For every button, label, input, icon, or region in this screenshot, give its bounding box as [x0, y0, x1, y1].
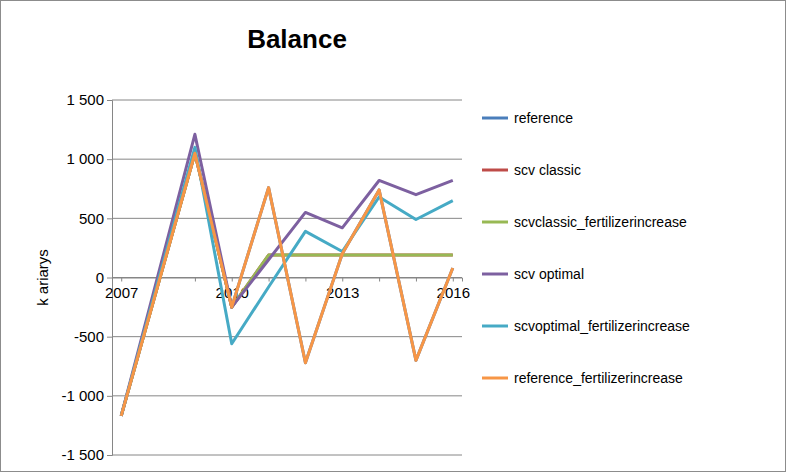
series-line	[121, 153, 453, 416]
y-tick-mark	[107, 159, 112, 160]
legend-swatch	[482, 169, 508, 172]
x-tick-mark	[121, 278, 122, 282]
grid-line	[112, 159, 462, 160]
x-tick: 2007	[105, 278, 138, 302]
legend-swatch	[482, 325, 508, 328]
series-line	[121, 153, 453, 416]
y-tick-mark	[107, 455, 112, 456]
x-tick-mark	[453, 278, 454, 282]
series-line	[121, 153, 453, 416]
x-tick-mark	[195, 278, 196, 282]
x-tick-label: 2007	[105, 284, 138, 301]
plot-area	[121, 134, 453, 416]
y-tick: 500	[79, 210, 112, 227]
x-tick	[416, 278, 417, 282]
grid	[112, 100, 462, 455]
y-tick-label: 500	[79, 210, 104, 227]
y-tick-label: -1 500	[61, 446, 104, 463]
legend: reference scv classic scvclassic_fertilize…	[482, 110, 690, 386]
x-tick-mark	[342, 278, 343, 282]
legend-label: scvclassic_fertilizerincrease	[514, 214, 687, 230]
y-tick-mark	[107, 396, 112, 397]
y-axis-line	[107, 101, 113, 456]
x-tick-mark	[232, 278, 233, 282]
x-tick-mark	[379, 278, 380, 282]
y-tick-mark	[107, 337, 112, 338]
y-tick-mark	[107, 218, 112, 219]
y-tick: 1 000	[66, 150, 112, 167]
x-tick	[305, 278, 306, 282]
y-tick-label: -500	[74, 328, 104, 345]
series-line	[121, 153, 453, 416]
legend-label: reference_fertilizerincrease	[514, 370, 683, 386]
grid-line	[112, 455, 462, 456]
y-axis: -1 500 -1 000 -500 0 500 1 000 1 500	[61, 91, 112, 463]
chart: Balance -1 500 -1 000 -500 0 500 1 000 1 500 k a…	[0, 0, 786, 472]
legend-swatch	[482, 221, 508, 224]
chart-frame	[1, 1, 786, 472]
legend-swatch	[482, 377, 508, 380]
legend-label: reference	[514, 110, 573, 126]
grid-line	[112, 100, 462, 101]
series-line	[121, 147, 453, 416]
y-tick: -1 500	[61, 446, 112, 463]
series-line	[121, 134, 453, 416]
y-tick: -500	[74, 328, 112, 345]
y-tick: 1 500	[66, 91, 112, 108]
title: Balance	[247, 24, 347, 54]
y-axis-title: k ariarys	[34, 249, 51, 306]
y-tick-label: 0	[96, 269, 104, 286]
legend-swatch	[482, 117, 508, 120]
y-tick: -1 000	[61, 387, 112, 404]
y-tick-label: 1 500	[66, 91, 104, 108]
y-tick-mark	[107, 100, 112, 101]
x-tick	[195, 278, 196, 282]
legend-label: scvoptimal_fertilizerincrease	[514, 318, 690, 334]
x-tick	[379, 278, 380, 282]
x-tick	[269, 278, 270, 282]
y-tick-label: -1 000	[61, 387, 104, 404]
y-tick-mark	[107, 278, 112, 279]
legend-label: scv optimal	[514, 266, 584, 282]
y-tick-label: 1 000	[66, 150, 104, 167]
x-tick-mark	[305, 278, 306, 282]
legend-label: scv classic	[514, 162, 581, 178]
grid-line	[112, 395, 462, 396]
grid-line	[112, 218, 462, 219]
x-tick-mark	[269, 278, 270, 282]
x-tick-mark	[416, 278, 417, 282]
legend-swatch	[482, 273, 508, 276]
